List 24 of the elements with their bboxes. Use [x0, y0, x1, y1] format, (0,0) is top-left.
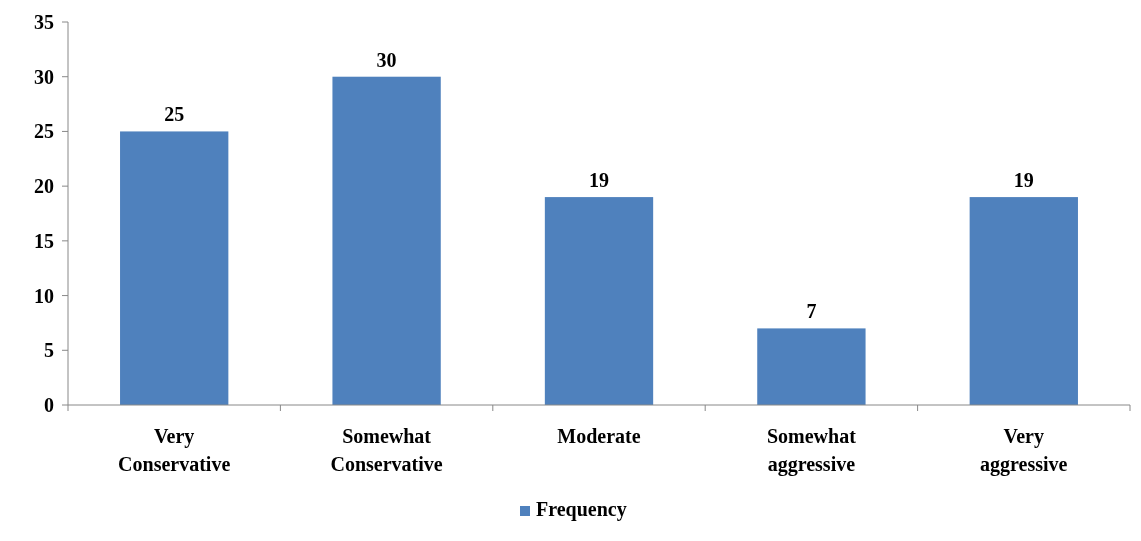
data-label: 19 — [1013, 169, 1034, 192]
y-tick-label: 30 — [34, 65, 54, 88]
bar — [332, 76, 441, 405]
x-tick-label: Moderate — [557, 425, 641, 447]
bar — [969, 197, 1078, 405]
x-tick-label: Somewhat aggressive — [766, 425, 857, 476]
y-tick-label: 35 — [34, 11, 54, 33]
y-tick-label: 0 — [44, 394, 54, 416]
bar — [757, 328, 866, 405]
bar — [544, 197, 654, 405]
data-label: 30 — [376, 48, 397, 71]
x-tick-label: Very Conservative — [118, 425, 231, 475]
y-tick-label: 25 — [34, 120, 54, 143]
legend-label: Frequency — [536, 498, 627, 521]
y-tick-label: 20 — [34, 175, 54, 198]
x-tick-label: Very aggressive — [980, 425, 1068, 476]
data-label: 7 — [806, 300, 817, 323]
bar — [120, 131, 229, 405]
y-tick-label: 5 — [44, 339, 54, 362]
x-tick-label: Somewhat Conservative — [330, 425, 443, 475]
data-label: 19 — [589, 169, 609, 192]
y-tick-label: 10 — [34, 284, 54, 307]
data-label: 25 — [164, 103, 185, 126]
y-tick-label: 15 — [34, 229, 54, 252]
